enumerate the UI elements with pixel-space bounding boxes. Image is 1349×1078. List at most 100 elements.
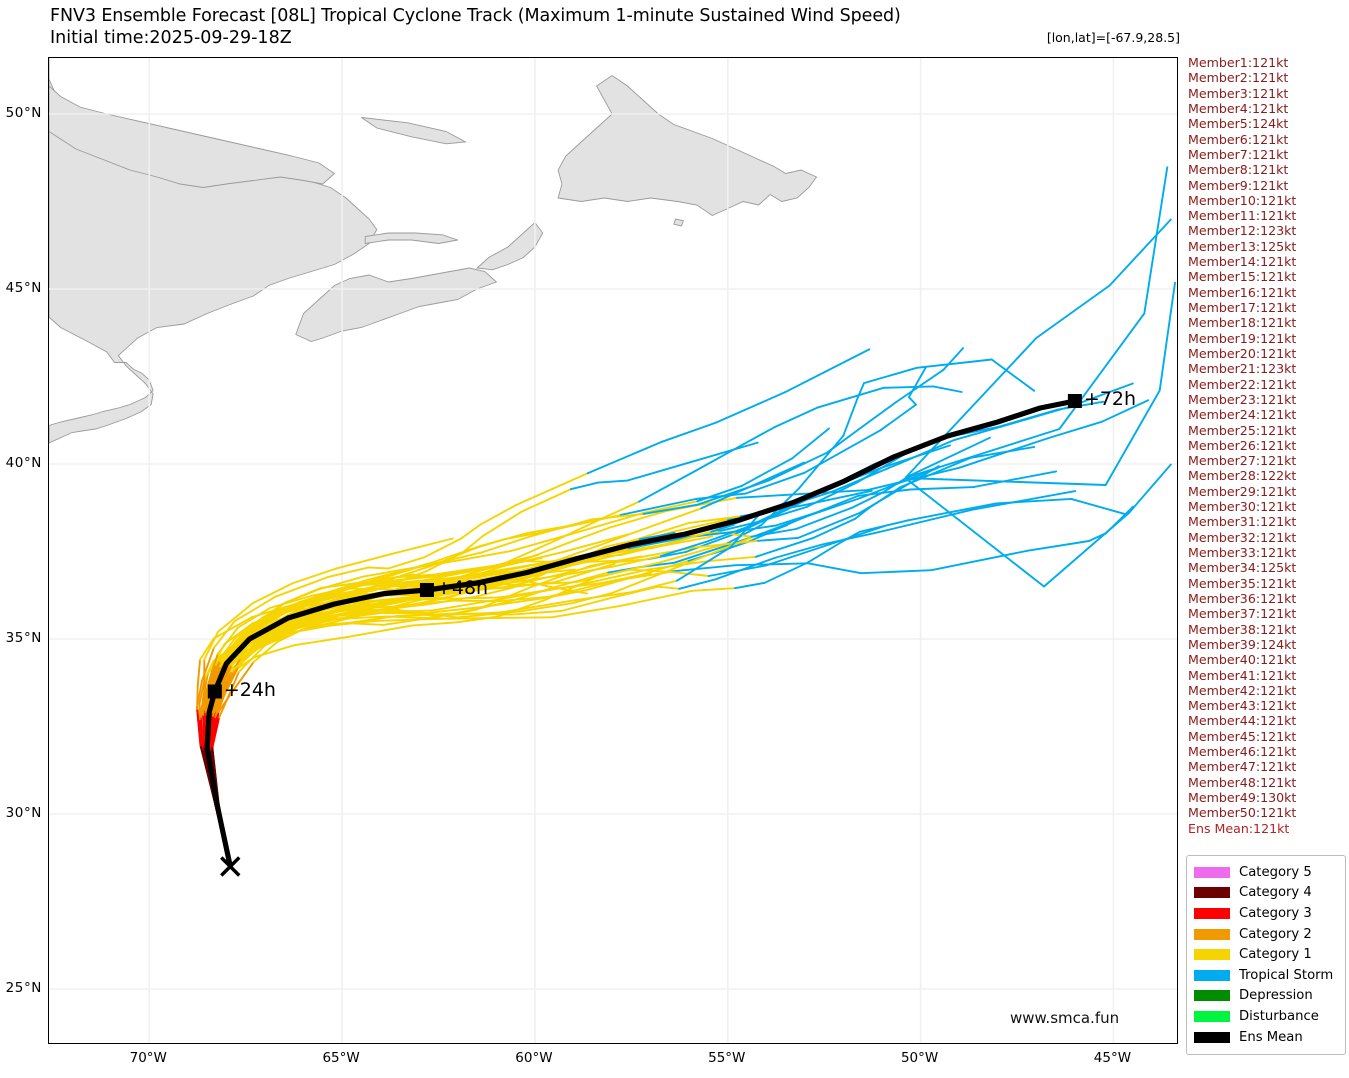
ensemble-member-track <box>700 482 759 510</box>
ensemble-member-track <box>514 472 589 507</box>
ensemble-member-track <box>895 368 945 404</box>
ensemble-member-track <box>255 620 299 644</box>
ensemble-member-track <box>553 562 616 584</box>
legend-row: Category 2 <box>1194 924 1338 945</box>
ensemble-member-track <box>399 599 454 607</box>
ensemble-member-track <box>839 525 886 542</box>
ensemble-member-track <box>750 528 797 538</box>
ensemble-member-track <box>545 544 601 566</box>
y-tick-label: 25°N <box>5 980 42 996</box>
ensemble-member-track <box>301 617 351 631</box>
ensemble-member-track <box>196 658 201 688</box>
ensemble-member-track <box>807 540 844 564</box>
page-title: FNV3 Ensemble Forecast [08L] Tropical Cy… <box>50 6 901 26</box>
ensemble-member-track <box>387 556 426 570</box>
member-intensity: Member43:121kt <box>1188 698 1297 714</box>
ensemble-member-track <box>909 436 991 477</box>
ensemble-member-track <box>858 465 940 515</box>
y-tick-label: 50°N <box>5 105 42 121</box>
member-intensity: Member9:121kt <box>1188 177 1289 193</box>
member-intensity: Member44:121kt <box>1188 713 1297 729</box>
legend-color-swatch <box>1194 866 1230 878</box>
member-intensity: Member36:121kt <box>1188 590 1297 606</box>
ensemble-member-track <box>795 506 854 530</box>
ensemble-member-track <box>388 537 454 556</box>
ensemble-member-track <box>668 518 730 534</box>
ensemble-member-track <box>491 572 543 586</box>
ensemble-member-track <box>609 510 667 529</box>
ensemble-member-track <box>431 598 500 612</box>
ensemble-member-track <box>509 532 575 553</box>
ensemble-member-track <box>691 587 736 592</box>
legend-row: Tropical Storm <box>1194 965 1338 986</box>
ensemble-member-track <box>696 484 743 503</box>
ensemble-member-track <box>479 504 517 526</box>
ensemble-member-track <box>767 451 828 482</box>
legend-color-swatch <box>1194 949 1230 961</box>
ensemble-member-track <box>412 610 458 619</box>
ensemble-member-track <box>252 640 279 664</box>
ensemble-member-track <box>753 514 811 538</box>
member-intensity: Member23:121kt <box>1188 391 1297 407</box>
ensemble-member-track <box>675 535 756 569</box>
ensemble-member-track <box>214 698 222 719</box>
ensemble-member-track <box>816 386 885 409</box>
ensemble-member-track <box>731 524 777 533</box>
ensemble-member-track <box>733 581 766 590</box>
ensemble-member-track <box>364 595 414 603</box>
ensemble-member-track <box>232 661 255 691</box>
ensemble-member-track <box>427 586 486 594</box>
legend-label: Category 4 <box>1239 885 1312 901</box>
y-axis-ticks: 50°N 45°N 40°N 35°N 30°N 25°N <box>0 57 42 1044</box>
ensemble-member-track <box>503 530 547 541</box>
member-intensity: Member50:121kt <box>1188 805 1297 821</box>
member-intensity: Member34:125kt <box>1188 560 1297 576</box>
legend-label: Tropical Storm <box>1239 967 1334 983</box>
ensemble-member-track <box>660 421 717 443</box>
ensemble-member-track <box>547 585 588 595</box>
ensemble-member-track <box>573 565 614 575</box>
member-intensity: Member42:121kt <box>1188 682 1297 698</box>
member-intensity: Member18:121kt <box>1188 315 1297 331</box>
ensemble-member-track <box>572 511 645 535</box>
ensemble-member-track <box>293 635 349 647</box>
member-intensity: Member2:121kt <box>1188 70 1289 86</box>
ensemble-member-track <box>311 584 358 600</box>
ensemble-member-track <box>710 523 735 533</box>
ensemble-member-track <box>851 491 884 509</box>
ensemble-member-track <box>497 587 558 601</box>
ensemble-member-track <box>500 540 556 566</box>
ensemble-member-track <box>265 621 309 641</box>
ensemble-member-track <box>237 606 272 629</box>
ensemble-member-track <box>863 366 918 385</box>
ensemble-member-track <box>204 663 217 696</box>
ensemble-member-track <box>208 659 221 691</box>
ensemble-member-track <box>774 505 836 527</box>
watermark: www.smca.fun <box>1010 1009 1120 1027</box>
legend-label: Disturbance <box>1239 1008 1319 1024</box>
ensemble-member-track <box>673 543 730 564</box>
legend-row: Category 3 <box>1194 903 1338 924</box>
ensemble-member-track <box>478 600 512 610</box>
ensemble-member-track <box>492 616 553 619</box>
member-intensity: Member7:121kt <box>1188 146 1289 162</box>
ensemble-member-track <box>773 543 824 559</box>
legend-row: Disturbance <box>1194 1006 1338 1027</box>
ensemble-member-track <box>274 576 329 598</box>
member-intensity: Member47:121kt <box>1188 759 1297 775</box>
ensemble-member-track <box>212 696 219 717</box>
initial-time-label: Initial time:2025-09-29-18Z <box>50 28 292 48</box>
ensemble-member-track <box>642 500 699 514</box>
landmass-st-pierre <box>673 218 684 227</box>
forecast-hour-marker-plus24h <box>207 684 222 699</box>
ensemble-member-track <box>904 463 1173 588</box>
ensemble-member-track <box>638 531 676 541</box>
forecast-hour-label-plus72h: +72h <box>1083 388 1136 410</box>
ensemble-member-track <box>410 621 458 627</box>
ensemble-member-track <box>270 617 320 633</box>
legend-color-swatch <box>1194 969 1230 981</box>
ensemble-member-track <box>342 607 381 614</box>
y-tick-label: 40°N <box>5 455 42 471</box>
ensemble-member-track <box>520 488 572 513</box>
ensemble-member-track <box>594 568 632 579</box>
